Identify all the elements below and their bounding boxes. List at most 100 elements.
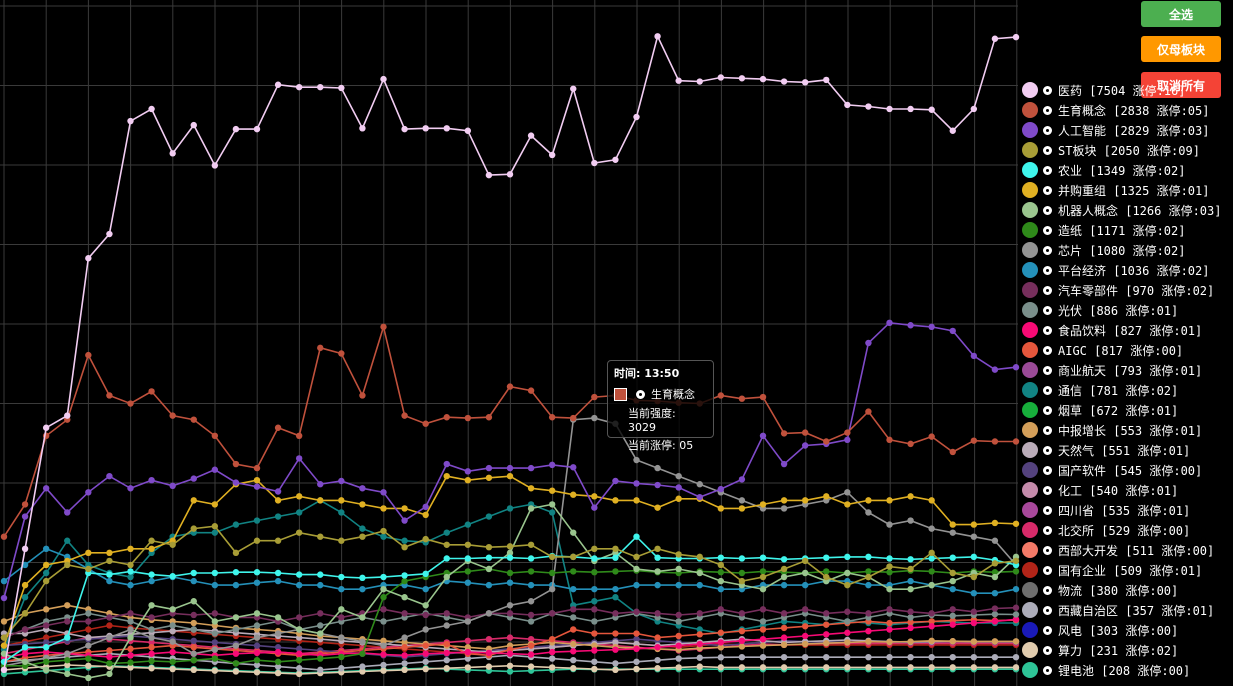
data-point <box>907 556 914 563</box>
legend-item[interactable]: ST板块 [2050 涨停:09] <box>1019 140 1200 160</box>
data-point <box>485 581 493 589</box>
legend-item[interactable]: AIGC [817 涨停:00] <box>1019 340 1183 360</box>
data-point <box>780 430 788 437</box>
data-point <box>380 573 387 581</box>
legend-item[interactable]: 国有企业 [509 涨停:01] <box>1019 560 1202 580</box>
legend-item[interactable]: 化工 [540 涨停:01] <box>1019 480 1178 500</box>
data-point <box>380 642 387 649</box>
data-point <box>696 569 703 577</box>
legend-item[interactable]: 造纸 [1171 涨停:02] <box>1019 220 1185 240</box>
legend-item[interactable]: 生育概念 [2838 涨停:05] <box>1019 100 1209 120</box>
legend-item[interactable]: 四川省 [535 涨停:01] <box>1019 500 1190 520</box>
data-point <box>464 637 472 645</box>
legend-color-dot <box>1022 322 1038 338</box>
legend-item[interactable]: 算力 [231 涨停:02] <box>1019 640 1178 660</box>
data-point <box>253 656 261 664</box>
data-point <box>928 637 935 645</box>
data-point <box>991 589 999 597</box>
data-point <box>633 497 640 504</box>
data-point <box>949 653 956 661</box>
data-point <box>274 577 282 585</box>
data-point <box>527 581 535 589</box>
data-point <box>148 614 155 621</box>
legend-item[interactable]: 芯片 [1080 涨停:02] <box>1019 240 1185 260</box>
data-point <box>127 610 134 617</box>
legend-item[interactable]: 烟草 [672 涨停:01] <box>1019 400 1178 420</box>
data-point <box>211 529 219 536</box>
data-point <box>85 565 92 573</box>
legend-color-dot <box>1022 542 1038 558</box>
legend-item[interactable]: 西部大开发 [511 涨停:00] <box>1019 540 1214 560</box>
legend-color-dot <box>1022 162 1038 178</box>
data-point <box>42 561 50 569</box>
legend-color-dot <box>1022 342 1038 358</box>
legend-item[interactable]: 天然气 [551 涨停:01] <box>1019 440 1190 460</box>
data-point <box>823 653 830 661</box>
legend-item[interactable]: 医药 [7504 涨停:16] <box>1019 80 1185 100</box>
legend-label: 西藏自治区 [357 涨停:01] <box>1058 603 1215 618</box>
data-point <box>148 388 155 395</box>
data-point <box>338 537 345 544</box>
legend-item[interactable]: 农业 [1349 涨停:02] <box>1019 160 1185 180</box>
data-point <box>21 626 29 633</box>
legend-item[interactable]: 汽车零部件 [970 涨停:02] <box>1019 280 1214 300</box>
data-point <box>64 634 71 641</box>
legend-item[interactable]: 机器人概念 [1266 涨停:03] <box>1019 200 1221 220</box>
eye-icon <box>1042 424 1053 436</box>
data-point <box>675 551 682 558</box>
legend-item[interactable]: 北交所 [529 涨停:00] <box>1019 520 1190 540</box>
data-point <box>485 543 493 551</box>
cancel-all-button[interactable]: 取消所有 <box>1141 72 1221 98</box>
data-point <box>401 517 408 524</box>
legend-item[interactable]: 平台经济 [1036 涨停:02] <box>1019 260 1209 280</box>
parent-only-button[interactable]: 仅母板块 <box>1141 36 1221 62</box>
data-point <box>570 464 577 471</box>
data-point <box>106 230 113 238</box>
legend-label: 风电 [303 涨停:00] <box>1058 623 1179 638</box>
data-point <box>654 656 661 664</box>
data-point <box>169 658 176 665</box>
data-point <box>169 648 176 656</box>
legend-color-dot <box>1022 122 1038 138</box>
legend-item[interactable]: 通信 [781 涨停:02] <box>1019 380 1178 400</box>
legend-item[interactable]: 国产软件 [545 涨停:00] <box>1019 460 1202 480</box>
legend-item[interactable]: 风电 [303 涨停:00] <box>1019 620 1178 640</box>
legend-label: 西部大开发 [511 涨停:00] <box>1058 543 1215 558</box>
data-point <box>148 650 155 657</box>
data-point <box>548 648 556 656</box>
legend-item[interactable]: 食品饮料 [827 涨停:01] <box>1019 320 1202 340</box>
data-point <box>907 664 914 671</box>
legend-item[interactable]: 锂电池 [208 涨停:00] <box>1019 660 1190 680</box>
data-point <box>865 573 872 581</box>
legend-item[interactable]: 光伏 [886 涨停:01] <box>1019 300 1178 320</box>
data-point <box>127 485 134 492</box>
data-point <box>675 611 682 619</box>
data-point <box>696 78 703 85</box>
data-point <box>317 581 324 589</box>
data-point <box>949 577 956 585</box>
data-point <box>612 585 619 593</box>
data-point <box>717 569 725 576</box>
data-point <box>338 585 345 593</box>
data-point <box>211 667 219 674</box>
legend-label: 烟草 [672 涨停:01] <box>1058 403 1179 418</box>
eye-icon <box>1042 124 1053 136</box>
data-point <box>823 573 830 581</box>
legend-item[interactable]: 西藏自治区 [357 涨停:01] <box>1019 600 1214 620</box>
legend-item[interactable]: 并购重组 [1325 涨停:01] <box>1019 180 1209 200</box>
data-point <box>211 501 219 508</box>
data-point <box>570 414 577 422</box>
legend-item[interactable]: 中报增长 [553 涨停:01] <box>1019 420 1202 440</box>
data-point <box>253 483 261 490</box>
select-all-button[interactable]: 全选 <box>1141 1 1221 27</box>
legend-item[interactable]: 物流 [380 涨停:00] <box>1019 580 1178 600</box>
legend-item[interactable]: 商业航天 [793 涨停:01] <box>1019 360 1202 380</box>
data-point <box>527 642 535 649</box>
data-point <box>759 432 767 440</box>
data-point <box>380 594 387 601</box>
data-point <box>738 569 746 577</box>
data-point <box>42 622 50 629</box>
eye-icon <box>1042 344 1053 356</box>
data-point <box>464 664 472 671</box>
legend-item[interactable]: 人工智能 [2829 涨停:03] <box>1019 120 1209 140</box>
